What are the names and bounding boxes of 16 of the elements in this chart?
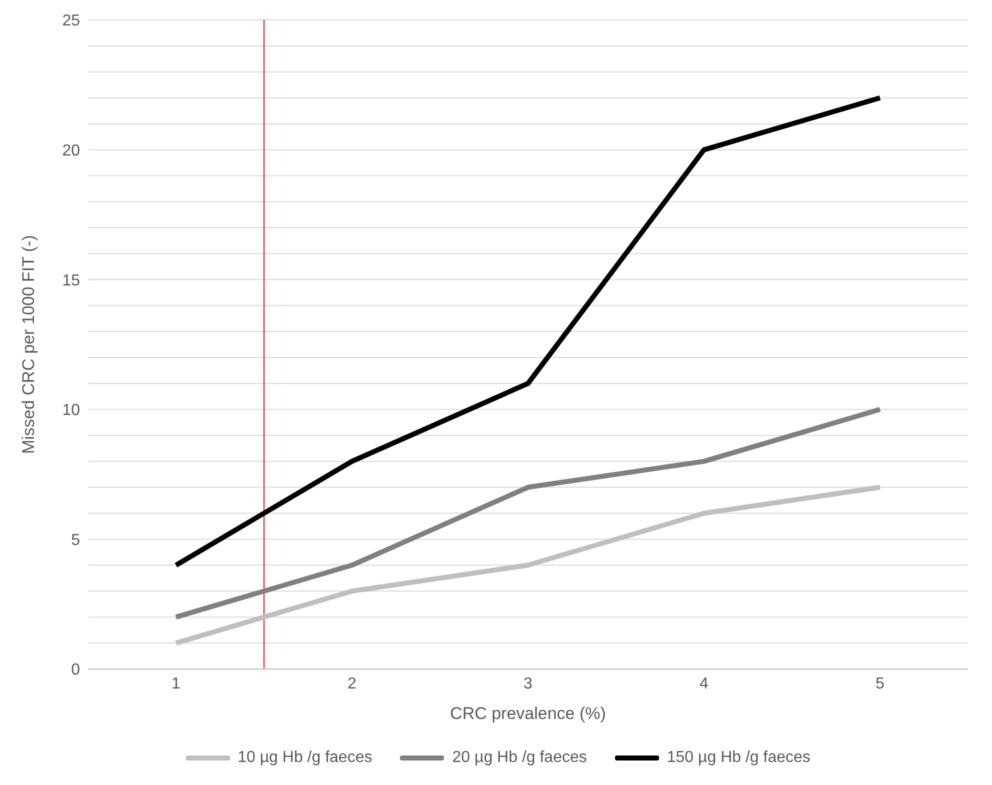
legend-label: 150 µg Hb /g faeces: [666, 749, 810, 767]
y-tick-label: 0: [71, 662, 80, 679]
y-tick-label: 20: [62, 142, 80, 160]
legend-label: 20 µg Hb /g faeces: [452, 749, 587, 767]
x-tick-label: 1: [172, 675, 181, 692]
x-tick-label: 5: [876, 675, 885, 692]
y-tick-label: 15: [62, 272, 80, 290]
y-tick-label: 25: [62, 12, 80, 30]
y-tick-label: 5: [71, 532, 80, 549]
legend-label: 10 µg Hb /g faeces: [238, 749, 372, 767]
x-axis-title: CRC prevalence (%): [450, 704, 606, 723]
y-tick-label: 10: [62, 402, 80, 420]
x-tick-label: 3: [524, 675, 533, 692]
x-tick-label: 4: [700, 675, 709, 692]
x-tick-label: 2: [348, 675, 357, 692]
y-axis-title: Missed CRC per 1000 FIT (-): [19, 235, 38, 454]
